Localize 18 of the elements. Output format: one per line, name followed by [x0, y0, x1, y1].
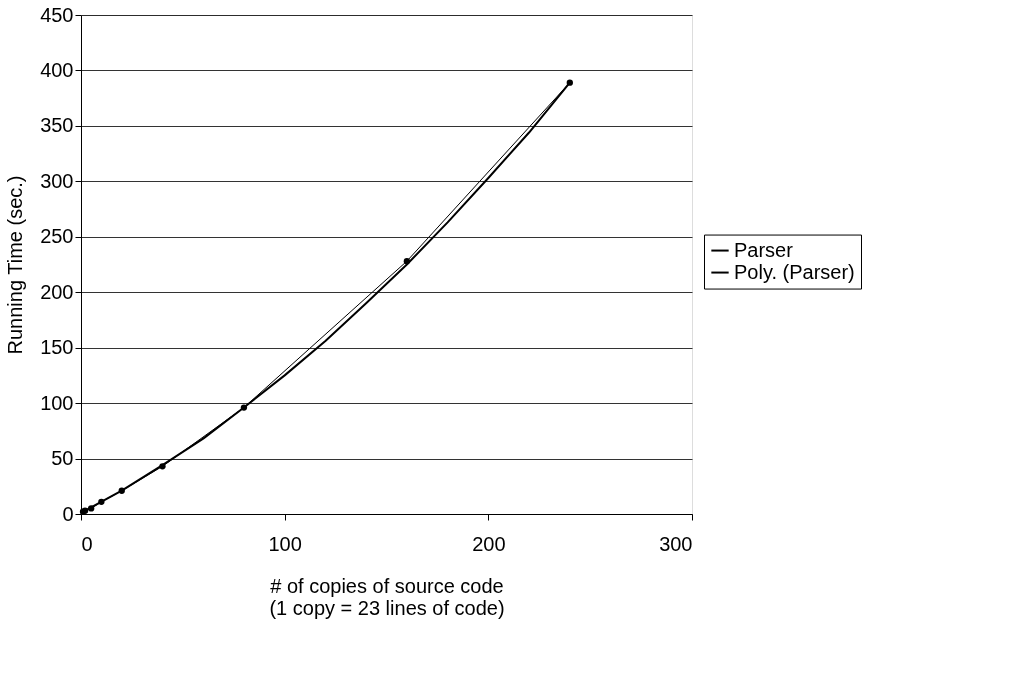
x-tick-label: 0: [81, 532, 93, 555]
y-tick-label: 350: [40, 114, 74, 137]
x-tick-label: 300: [659, 532, 693, 555]
y-tick-label: 200: [40, 280, 74, 303]
y-axis-title: Running Time (sec.): [4, 175, 27, 355]
y-tick-label: 50: [51, 447, 74, 470]
legend-label: Poly. (Parser): [734, 260, 855, 283]
y-tick-label: 250: [40, 225, 74, 248]
y-tick-label: 150: [40, 336, 74, 359]
y-tick-label: 300: [40, 169, 74, 192]
y-tick-label: 400: [40, 58, 74, 81]
x-tick-label: 100: [268, 532, 302, 555]
y-tick-label: 0: [62, 502, 74, 525]
x-tick-label: 200: [472, 532, 506, 555]
legend-label: Parser: [734, 238, 794, 261]
y-tick-label: 100: [40, 391, 74, 414]
x-axis-title: # of copies of source code (1 copy = 23 lines of code): [269, 574, 505, 619]
y-tick-label: 450: [40, 3, 74, 26]
